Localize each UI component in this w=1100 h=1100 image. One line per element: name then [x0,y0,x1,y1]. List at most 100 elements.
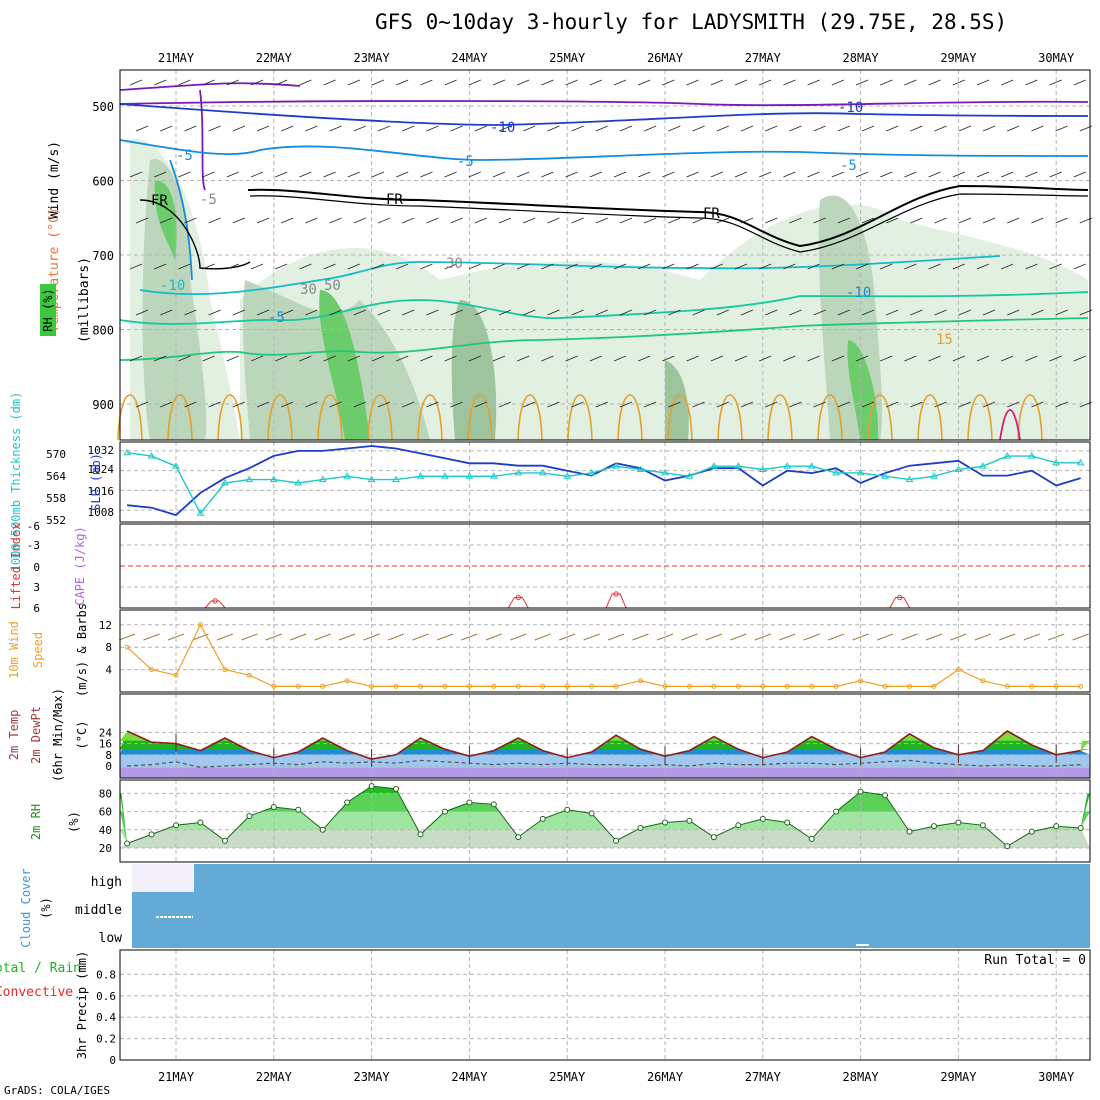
wind-barb [710,171,723,178]
wind-barb [444,263,457,270]
wind-barb [789,217,802,224]
wind-barb [783,79,796,86]
li-point [897,594,903,601]
temp-tick: 8 [105,749,112,762]
wind-barb [299,171,312,178]
wind-barb [662,263,675,270]
wind-barb-10m [216,633,234,641]
day-label-bottom: 28MAY [843,1070,880,1084]
wind-barb-10m [852,633,869,641]
wind-barb [855,79,869,86]
wind-barb [474,125,487,132]
wind-barb [571,125,584,132]
isotherm-15 [267,394,293,441]
wind-barb-10m [1072,633,1089,641]
wind-barb [686,263,699,270]
wind-barb-10m [118,633,136,641]
thickness-point [587,468,596,476]
contour-label: -10 [838,100,863,116]
wind-speed-point [1053,683,1059,689]
wind-barb [129,171,143,178]
thickness-point [392,475,400,483]
wind-barb [1025,79,1038,86]
wind-barb [958,217,971,224]
wind-barb [1007,401,1020,408]
thickness-point [221,479,229,486]
slp-tick: 1008 [88,506,115,519]
wind-barb [638,79,651,86]
thickness-point [147,452,156,459]
day-label-bottom: 22MAY [256,1070,293,1084]
wind-speed-point [418,683,423,689]
wind-barb [571,401,584,408]
wind-barb [256,217,270,224]
wind-barb [232,217,245,224]
wind-barb [323,355,336,362]
wind-barb [1001,355,1014,362]
wind-barb [1001,263,1014,270]
wind-barb [595,125,608,132]
isotherm-15 [967,394,993,441]
thickness-point [269,475,278,483]
wind-barb [619,217,633,224]
credit-label: GrADS: COLA/IGES [4,1084,110,1097]
wind-barb [305,125,318,132]
wind-barb [426,309,439,316]
wind-barb [1001,79,1014,86]
rh-point [637,824,644,831]
wind-barb [329,401,342,408]
day-label-top: 27MAY [745,51,782,65]
wind-barb [910,309,923,316]
thickness-tick: 558 [46,492,66,505]
dewpoint-line [127,759,1081,769]
wind-barb [178,79,191,86]
wind-barb [275,79,288,86]
wind-barb [837,125,850,132]
wind-barb [135,125,149,132]
wind-barb [910,401,923,408]
li-line [889,597,911,609]
thickness-point [514,468,523,476]
wind-speed-point [613,683,619,689]
wind-barb [347,263,360,270]
wind-barb [547,401,560,408]
wind-speed-point [393,683,399,689]
contour-label: -5 [457,154,474,170]
day-label-bottom: 30MAY [1038,1070,1075,1084]
wind-barb [329,125,342,132]
contour-label: -10 [490,120,515,136]
wind-barb [396,171,409,178]
wind-barb [129,79,143,86]
wind-speed-point [858,678,864,684]
wind-barb [910,125,923,132]
wind-barb [734,171,748,178]
rh-point [833,808,840,815]
rh-point [417,831,424,838]
wind-barb [831,355,844,362]
rh-point [930,823,937,830]
li-line [204,600,226,609]
wind-barb [305,401,318,408]
wind-barb [740,217,754,224]
wind-barb [281,217,294,224]
thickness-point [881,472,889,479]
wind10m-frame [119,609,1091,693]
wind-barb [450,309,463,316]
wind-speed-point [369,683,375,689]
wind-barb [904,79,917,86]
wind-barb-10m [265,633,282,641]
wind-barb [547,309,560,316]
rh-point [759,815,766,822]
wind-barb [329,217,342,224]
thickness-point [538,468,547,476]
rh-point [1053,823,1060,830]
rh2m-label: 2m RH [29,804,43,840]
wind-barb [305,217,318,224]
rh-point [197,819,204,826]
wind-barb [813,217,826,224]
wind-barb-10m [607,633,625,641]
contour-label: -10 [160,278,185,294]
wind-barb [638,355,651,362]
rh-point [979,822,986,829]
precip-tick: 0.8 [96,968,116,981]
